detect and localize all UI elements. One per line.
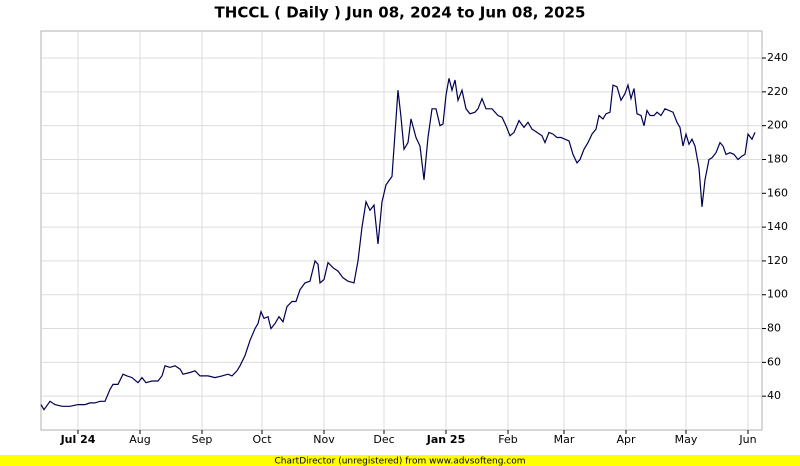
price-line (40, 78, 756, 411)
y-tick-label: 180 (767, 152, 788, 165)
chart-title: THCCL ( Daily ) Jun 08, 2024 to Jun 08, … (215, 4, 586, 22)
y-tick-label: 140 (767, 220, 788, 233)
footer: ChartDirector (unregistered) from www.ad… (274, 457, 525, 466)
plot-area (40, 30, 763, 431)
x-tick-label: Apr (616, 433, 636, 446)
x-tick-label: Nov (313, 433, 335, 446)
y-tick-label: 200 (767, 119, 788, 132)
y-tick-label: 100 (767, 288, 788, 301)
y-tick-label: 60 (767, 355, 781, 368)
y-tick-label: 80 (767, 322, 781, 335)
y-tick-label: 160 (767, 186, 788, 199)
x-tick-label: Jun (738, 433, 756, 446)
y-tick-label: 220 (767, 85, 788, 98)
x-tick-label: Mar (554, 433, 575, 446)
x-tick-label: May (675, 433, 698, 446)
y-tick-label: 240 (767, 51, 788, 64)
x-tick-label: Jul 24 (60, 433, 96, 446)
y-tick-label: 40 (767, 389, 781, 402)
x-tick-label: Aug (129, 433, 150, 446)
x-tick-label: Sep (192, 433, 213, 446)
x-tick-label: Oct (252, 433, 272, 446)
x-tick-label: Dec (373, 433, 394, 446)
footer-bar (0, 455, 800, 466)
y-tick-label: 120 (767, 254, 788, 267)
x-tick-label: Feb (498, 433, 517, 446)
x-tick-label: Jan 25 (426, 433, 465, 446)
